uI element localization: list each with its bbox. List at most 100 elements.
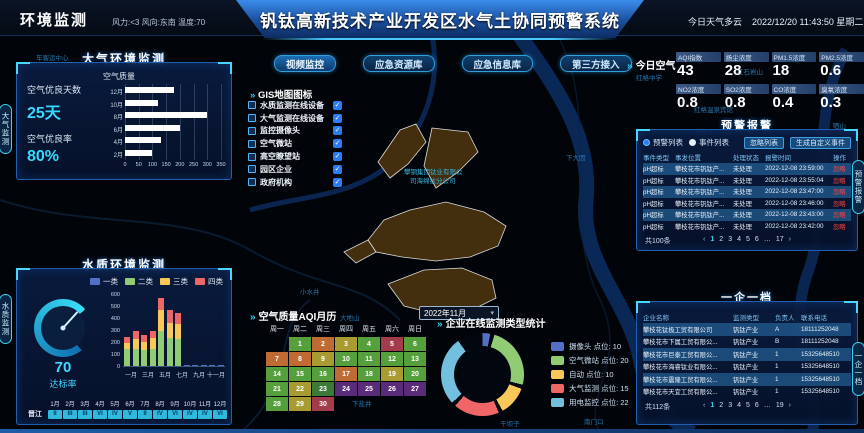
calendar-day[interactable]: 12	[381, 352, 403, 366]
calendar-day[interactable]: 3	[335, 337, 357, 351]
edge-tab-alarm[interactable]: 预警报警	[852, 160, 864, 214]
legend-swatch	[90, 278, 100, 285]
calendar-day[interactable]: 29	[289, 397, 311, 411]
stat-value: 0.3	[820, 94, 842, 111]
calendar-day[interactable]: 4	[358, 337, 380, 351]
ignore-link[interactable]: 忽略	[833, 189, 846, 197]
menu-button-视频监控[interactable]: 视频监控	[274, 55, 337, 72]
calendar-day[interactable]: 21	[266, 382, 288, 396]
calendar-day[interactable]: 14	[266, 367, 288, 381]
page-number[interactable]: 3	[728, 236, 733, 243]
ignore-link[interactable]: 忽略	[833, 200, 846, 208]
calendar-day[interactable]: 7	[266, 352, 288, 366]
tab-event-list[interactable]: 事件列表	[689, 137, 729, 148]
page-number[interactable]: 6	[754, 236, 759, 243]
calendar-day[interactable]: 1	[289, 337, 311, 351]
calendar-day[interactable]: 2	[312, 337, 334, 351]
layer-checkbox[interactable]: ✓	[333, 164, 342, 174]
calendar-day[interactable]: 9	[312, 352, 334, 366]
calendar-day[interactable]: 6	[404, 337, 426, 351]
page-number[interactable]: 17	[775, 236, 784, 243]
calendar-day[interactable]: 30	[312, 397, 334, 411]
page-number[interactable]: 4	[737, 236, 741, 243]
event-type: pH超标	[643, 223, 664, 231]
edge-tab-water-monitoring[interactable]: 水质监测	[0, 294, 12, 344]
calendar-day[interactable]: 15	[289, 367, 311, 381]
river-grade-strip: 1月 2月 3月 4月 5月 6月 7月 8月 9月 10月 11月 12月 晋江 II III III VI…	[23, 399, 227, 419]
calendar-day[interactable]: 24	[335, 382, 357, 396]
bar-segment	[124, 342, 131, 349]
layer-checkbox[interactable]: ✓	[333, 126, 342, 136]
bar-segment	[149, 331, 156, 339]
layer-checkbox[interactable]: ✓	[333, 100, 342, 110]
weekday-label: 周五	[362, 326, 376, 333]
calendar-day[interactable]: 20	[404, 367, 426, 381]
calendar-day[interactable]: 28	[266, 397, 288, 411]
menu-button-第三方接入[interactable]: 第三方接入	[560, 55, 632, 72]
next-page-button[interactable]: ›	[788, 402, 791, 409]
calendar-day[interactable]: 17	[335, 367, 357, 381]
calendar-day[interactable]: 11	[358, 352, 380, 366]
edge-tab-enterprise[interactable]: 一企一档	[852, 342, 864, 396]
layer-checkbox[interactable]: ✓	[333, 113, 342, 123]
water-grade-cell: IV	[183, 409, 197, 419]
menu-button-应急信息库[interactable]: 应急信息库	[461, 55, 534, 72]
month-dropdown[interactable]: 2022年11月 ▾	[419, 306, 499, 320]
calendar-day[interactable]: 10	[335, 352, 357, 366]
bar	[125, 87, 175, 93]
page-number[interactable]: 3	[728, 402, 733, 409]
calendar-day[interactable]: 22	[289, 382, 311, 396]
page-title: 钒钛高新技术产业开发区水气土协同预警系统	[260, 11, 620, 31]
prev-page-button[interactable]: ‹	[703, 402, 706, 409]
edge-tab-air-monitoring[interactable]: 大气监测	[0, 104, 12, 154]
page-number[interactable]: 5	[746, 402, 750, 409]
ignore-link[interactable]: 忽略	[833, 166, 846, 174]
air-chart-title: 空气质量	[103, 72, 135, 81]
layer-label: 水质监测在线设备	[260, 100, 324, 110]
event-location: 攀枝花市钒钛产...	[675, 200, 725, 208]
page-number[interactable]: 19	[775, 402, 784, 409]
calendar-day[interactable]: 13	[404, 352, 426, 366]
ignore-list-button[interactable]: 忽略列表	[744, 136, 784, 149]
ignore-link[interactable]: 忽略	[833, 223, 846, 231]
menu-button-应急资源库[interactable]: 应急资源库	[363, 55, 435, 72]
calendar-day[interactable]: 5	[381, 337, 403, 351]
page-number[interactable]: …	[763, 236, 771, 243]
next-page-button[interactable]: ›	[788, 236, 791, 243]
calendar-day[interactable]: 18	[358, 367, 380, 381]
layer-icon	[248, 139, 256, 148]
page-number[interactable]: 5	[746, 236, 750, 243]
page-number[interactable]: …	[763, 402, 771, 409]
create-custom-event-button[interactable]: 生成自定义事件	[790, 136, 851, 149]
tab-warning-list[interactable]: 预警列表	[643, 137, 683, 148]
district-label-line2: 司海绵钛分公司	[410, 178, 456, 185]
page-number[interactable]: 1	[710, 236, 715, 243]
calendar-day[interactable]: 25	[358, 382, 380, 396]
page-number[interactable]: 1	[710, 402, 715, 409]
month-label: 11月	[198, 402, 212, 408]
calendar-day[interactable]: 16	[312, 367, 334, 381]
contact-phone: 15325648510	[801, 375, 840, 383]
calendar-day[interactable]: 27	[404, 382, 426, 396]
layer-checkbox[interactable]: ✓	[333, 139, 342, 149]
prev-page-button[interactable]: ‹	[703, 236, 706, 243]
ignore-link[interactable]: 忽略	[833, 177, 846, 185]
stacked-bar	[158, 297, 165, 366]
event-status: 未处理	[733, 177, 752, 185]
bar-segment	[124, 348, 131, 366]
calendar-day[interactable]: 26	[381, 382, 403, 396]
calendar-day[interactable]: 8	[289, 352, 311, 366]
gauge-dial	[34, 299, 92, 357]
water-stacked-chart: 600 500 400 300 200 100 0 一月 三月 五月 七月 九月 十一月	[103, 292, 227, 389]
ignore-link[interactable]: 忽略	[833, 212, 846, 220]
calendar-day[interactable]: 23	[312, 382, 334, 396]
layer-checkbox[interactable]: ✓	[333, 177, 342, 187]
donut-title: » 企业在线监测类型统计	[437, 319, 546, 330]
page-number[interactable]: 4	[737, 402, 741, 409]
calendar-day[interactable]: 19	[381, 367, 403, 381]
layer-checkbox[interactable]: ✓	[333, 152, 342, 162]
legend-swatch	[551, 397, 564, 407]
page-number[interactable]: 2	[719, 236, 724, 243]
page-number[interactable]: 2	[719, 402, 724, 409]
page-number[interactable]: 6	[754, 402, 759, 409]
